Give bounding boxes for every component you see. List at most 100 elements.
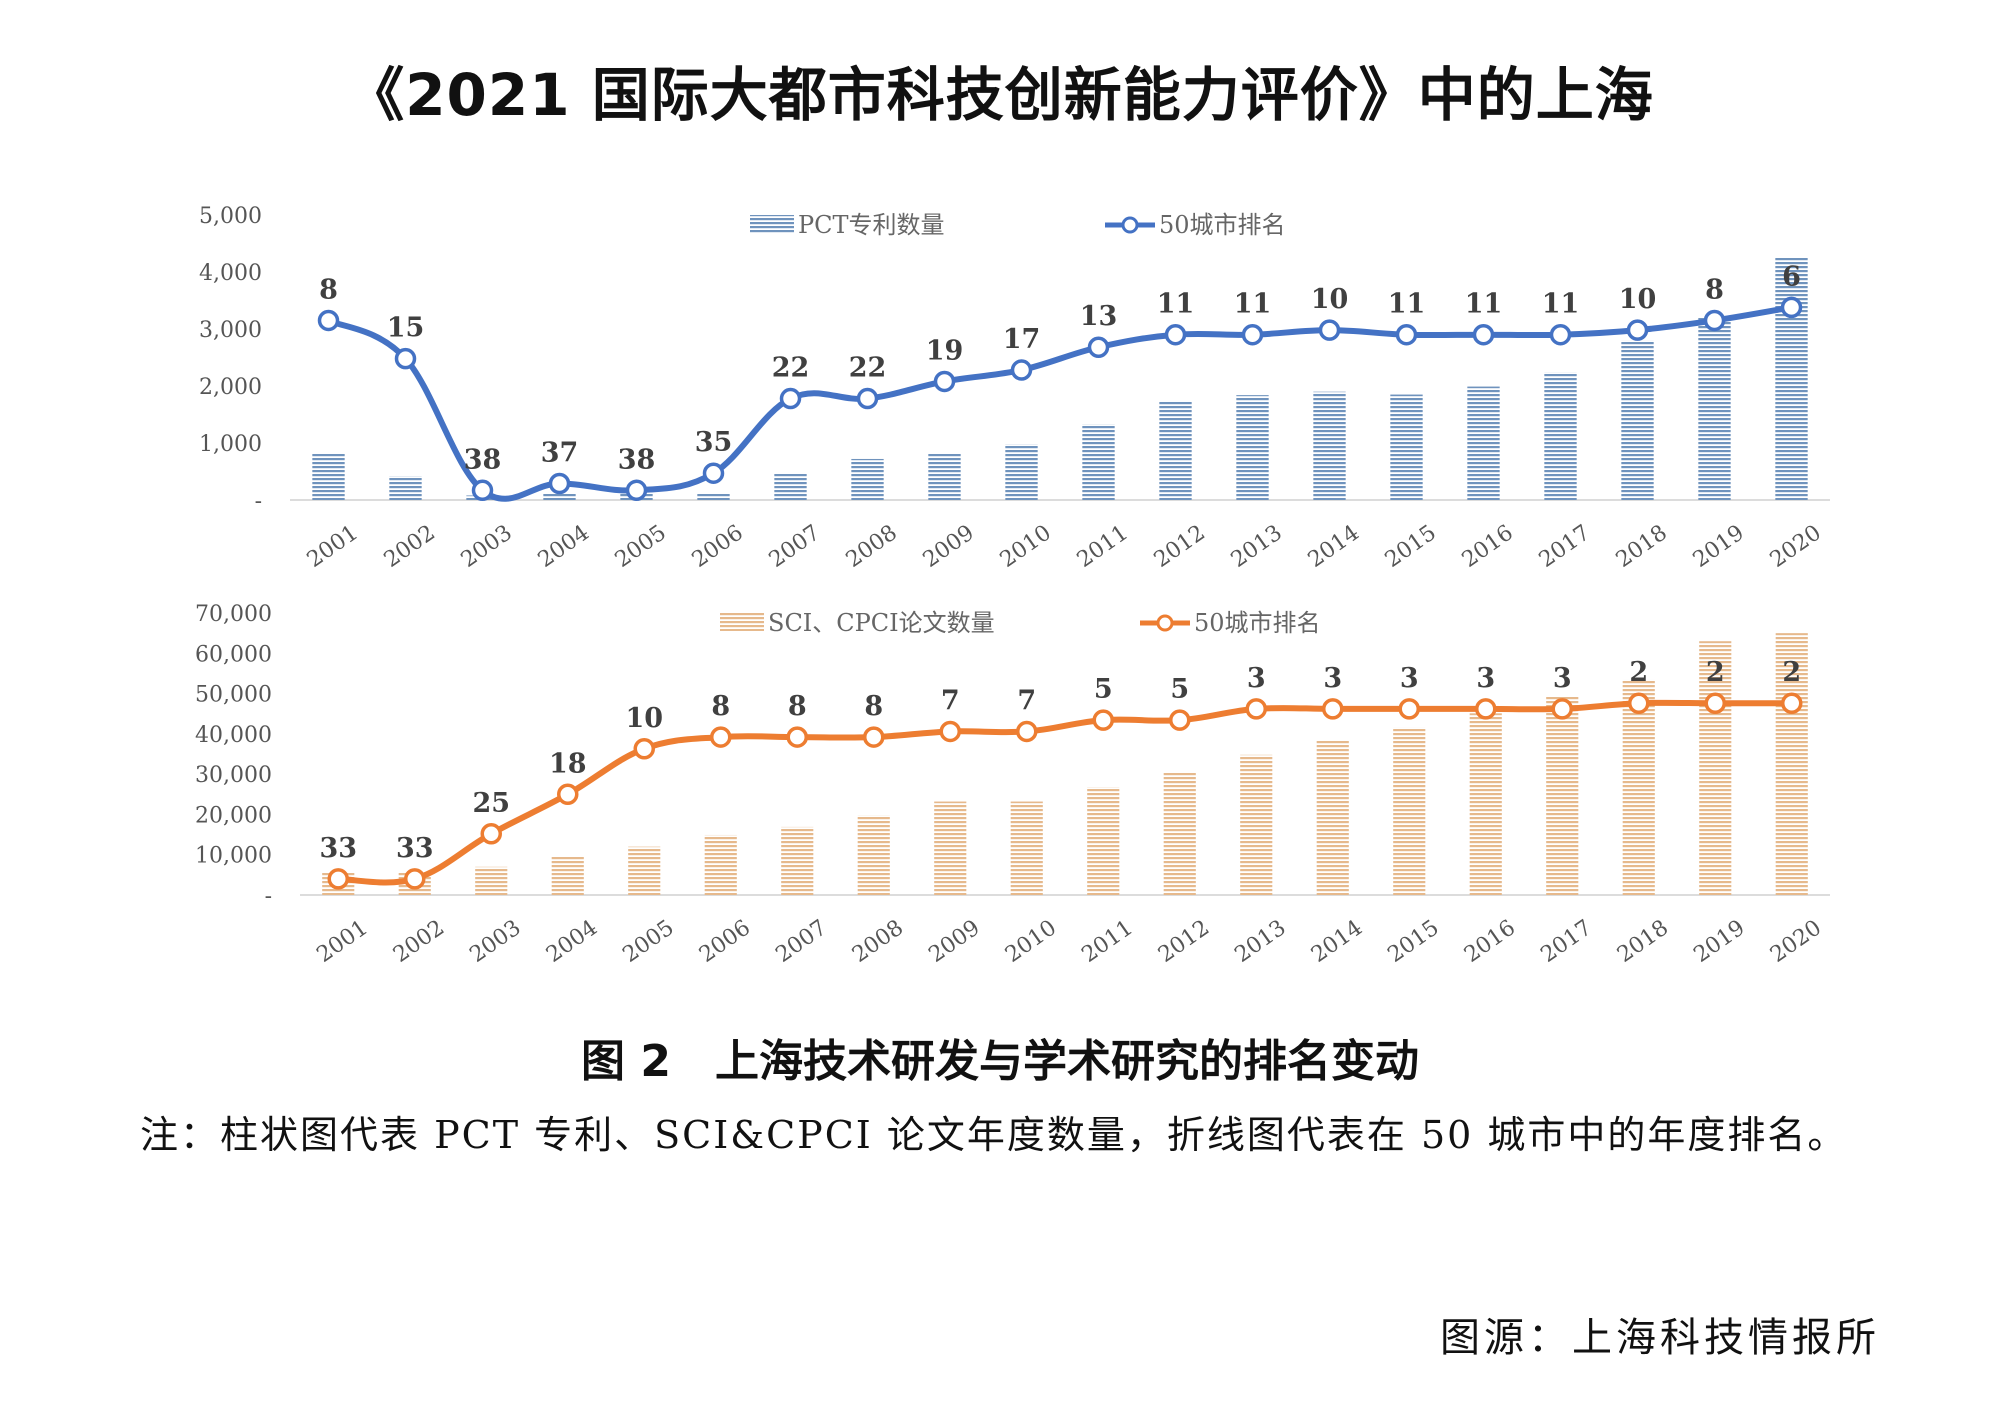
- bar-2006: [697, 493, 730, 500]
- legend-line-marker: [1156, 614, 1174, 632]
- rank-point-2012: [1169, 709, 1191, 731]
- x-tick-label: 2015: [1381, 520, 1441, 573]
- bar-2018: [1622, 679, 1655, 895]
- x-tick-label: 2008: [848, 915, 908, 968]
- x-tick-label: 2014: [1307, 915, 1367, 968]
- x-tick-label: 2017: [1535, 520, 1595, 573]
- rank-point-2006: [710, 726, 732, 748]
- x-tick-label: 2001: [303, 520, 363, 573]
- rank-label-2010: 17: [1003, 324, 1041, 355]
- sci-paper-chart: 70,000 60,000 50,000 40,000 30,000 20,000 10,0…: [195, 602, 1830, 968]
- rank-point-2008: [863, 726, 885, 748]
- rank-label-2004: 18: [549, 748, 587, 779]
- x-tick-label: 2020: [1766, 915, 1826, 968]
- bar-2011: [1082, 424, 1115, 500]
- rank-label-2009: 7: [941, 685, 960, 716]
- rank-label-2001: 33: [319, 833, 357, 864]
- bar-2017: [1544, 372, 1577, 500]
- x-tick-label: 2004: [542, 915, 602, 968]
- figure-note: 注：柱状图代表 PCT 专利、SCI&CPCI 论文年度数量，折线图代表在 50…: [140, 1113, 1848, 1157]
- bar-2013: [1240, 754, 1273, 895]
- bar-2004: [543, 493, 576, 500]
- x-tick-label: 2014: [1304, 520, 1364, 573]
- rank-point-2003: [471, 479, 494, 502]
- bar-2015: [1390, 394, 1423, 500]
- bar-2010: [1005, 444, 1038, 500]
- bar-2009: [928, 453, 961, 500]
- rank-point-2007: [786, 726, 808, 748]
- bar-2019: [1699, 641, 1732, 895]
- bar-2001: [312, 452, 345, 500]
- rank-point-2020: [1780, 296, 1803, 319]
- legend-line-label: 50城市排名: [1159, 211, 1286, 239]
- rank-label-2011: 5: [1094, 674, 1113, 705]
- rank-point-2008: [856, 387, 879, 410]
- bar-2020: [1775, 257, 1808, 500]
- y-tick-label: 50,000: [195, 683, 272, 708]
- x-tick-label: 2009: [924, 915, 984, 968]
- rank-label-2019: 2: [1706, 657, 1725, 688]
- rank-label-2002: 15: [387, 313, 425, 344]
- rank-point-2005: [633, 738, 655, 760]
- y-tick-label: 30,000: [195, 763, 272, 788]
- rank-label-2018: 10: [1619, 284, 1657, 315]
- rank-label-2020: 2: [1782, 657, 1801, 688]
- bar-2003: [475, 866, 508, 895]
- rank-point-2015: [1395, 323, 1418, 346]
- rank-point-2016: [1472, 323, 1495, 346]
- rank-point-2004: [557, 783, 579, 806]
- y-tick-label: 5,000: [199, 204, 262, 229]
- y-tick-label: 20,000: [195, 803, 272, 828]
- bar-2006: [704, 834, 737, 895]
- rank-point-2012: [1164, 323, 1187, 346]
- rank-label-2008: 22: [849, 353, 887, 384]
- bar-2011: [1087, 787, 1120, 895]
- legend-bar-label: PCT专利数量: [798, 211, 945, 239]
- x-tick-label: 2020: [1766, 520, 1826, 573]
- rank-label-2011: 13: [1080, 301, 1118, 332]
- rank-label-2009: 19: [926, 335, 964, 366]
- x-tick-label: 2011: [1077, 915, 1137, 968]
- rank-label-2008: 8: [864, 691, 883, 722]
- rank-point-2013: [1245, 698, 1267, 720]
- rank-point-2003: [480, 823, 502, 845]
- x-tick-label: 2017: [1536, 915, 1596, 968]
- x-tick-label: 2018: [1612, 520, 1672, 573]
- x-tick-label: 2016: [1460, 915, 1520, 968]
- y-tick-label: 10,000: [195, 844, 272, 869]
- bar-2008: [857, 815, 890, 895]
- y-tick-label: 40,000: [195, 723, 272, 748]
- x-tick-label: 2018: [1613, 915, 1673, 968]
- x-tick-label: 2001: [312, 915, 372, 968]
- rank-label-2018: 2: [1629, 657, 1648, 688]
- y-tick-label: 3,000: [199, 318, 262, 343]
- rank-point-2019: [1703, 309, 1726, 332]
- rank-label-2012: 5: [1170, 674, 1189, 705]
- rank-point-2020: [1781, 692, 1803, 714]
- figure-caption: 图 2 上海技术研发与学术研究的排名变动: [581, 1036, 1419, 1087]
- rank-point-2013: [1241, 323, 1264, 346]
- rank-label-2020: 6: [1782, 261, 1801, 292]
- rank-point-2006: [702, 462, 725, 484]
- pct-patent-chart: 5,000 4,000 3,000 2,000 1,000 - 2001 2002 2003 20…: [199, 204, 1830, 573]
- legend-bar-swatch: [720, 613, 764, 631]
- rank-point-2014: [1322, 698, 1344, 720]
- legend-bar-label: SCI、CPCI论文数量: [768, 609, 995, 637]
- rank-point-2002: [404, 868, 426, 890]
- rank-label-2016: 3: [1476, 663, 1495, 694]
- x-tick-label: 2012: [1150, 520, 1210, 573]
- rank-label-2007: 22: [772, 353, 810, 384]
- rank-point-2004: [548, 472, 571, 495]
- rank-point-2015: [1398, 698, 1420, 720]
- x-tick-label: 2019: [1689, 520, 1749, 573]
- rank-point-2009: [933, 370, 956, 393]
- bar-2016: [1467, 386, 1500, 500]
- rank-point-2011: [1092, 709, 1114, 731]
- rank-point-2014: [1318, 319, 1341, 341]
- rank-label-2004: 37: [541, 437, 579, 468]
- x-tick-label: 2004: [534, 520, 594, 573]
- x-tick-label: 2019: [1689, 915, 1749, 968]
- bar-2014: [1316, 740, 1349, 895]
- rank-label-2001: 8: [319, 274, 338, 305]
- x-tick-label: 2007: [771, 915, 831, 968]
